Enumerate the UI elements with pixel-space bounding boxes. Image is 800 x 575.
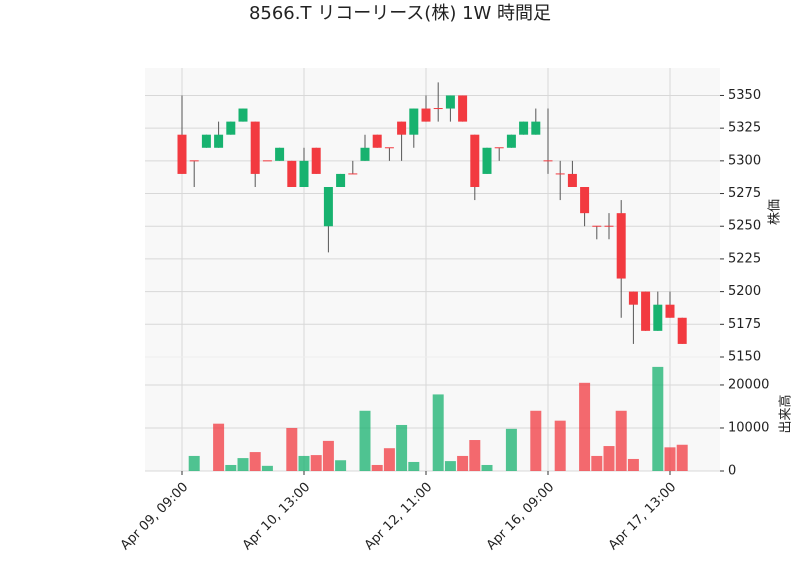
volume-bar (530, 410, 542, 471)
volume-bar (371, 464, 383, 471)
candle-body (531, 121, 541, 135)
candle-body (177, 134, 187, 174)
candle-body (275, 147, 285, 161)
volume-bar (664, 447, 676, 471)
volume-bar (335, 460, 347, 471)
volume-bar (579, 382, 591, 471)
volume-bar (396, 424, 408, 471)
candle-body (250, 121, 260, 174)
volume-bar (505, 428, 517, 471)
candle-body (238, 108, 248, 122)
volume-bar (225, 464, 237, 471)
candle-body (226, 121, 236, 135)
candle-body (214, 134, 224, 148)
candle-body (445, 95, 455, 109)
candle-body (482, 147, 492, 174)
volume-bar (676, 444, 688, 471)
y-tick-label: 5175 (728, 317, 761, 332)
volume-bar (237, 458, 249, 471)
volume-bar (310, 455, 322, 471)
candle-body (384, 147, 394, 149)
volume-bar (408, 461, 420, 471)
volume-bar (615, 410, 627, 471)
volume-bar (322, 440, 334, 471)
x-tick-label: Apr 10, 13:00 (240, 480, 313, 553)
y-tick-label: 5325 (728, 121, 761, 136)
volume-bar (554, 420, 566, 471)
candle-body (567, 173, 577, 187)
candle-body (360, 147, 370, 161)
y2-tick-label: 20000 (728, 377, 769, 392)
candle-body (628, 291, 638, 305)
y2-tick-label: 10000 (728, 420, 769, 435)
candle-body (580, 187, 590, 214)
chart-title: 8566.T リコーリース(株) 1W 時間足 (249, 3, 551, 24)
y-tick-label: 5150 (728, 350, 761, 365)
candle-body (348, 173, 358, 175)
volume-bar (481, 464, 493, 471)
volume-bar (286, 427, 298, 471)
y-tick-label: 5350 (728, 88, 761, 103)
candle-body (336, 173, 346, 187)
candle-body (201, 134, 211, 148)
y2-tick-label: 0 (728, 464, 736, 479)
candle-body (397, 121, 407, 135)
volume-bar (383, 448, 395, 471)
volume-bar (213, 423, 225, 471)
volume-bar (249, 452, 261, 471)
volume-bar (652, 366, 664, 471)
candle-body (665, 304, 675, 318)
candle-body (458, 95, 468, 122)
y-axis-label: 株価 (768, 199, 783, 225)
volume-bar (457, 455, 469, 471)
volume-bar (359, 410, 371, 471)
candle-body (421, 108, 431, 122)
candle-body (287, 160, 297, 187)
volume-bar (188, 455, 200, 471)
volume-bar (261, 465, 273, 471)
candle-body (604, 225, 614, 227)
y-tick-label: 5275 (728, 186, 761, 201)
volume-axis-label: 出来高 (778, 394, 794, 433)
y-tick-label: 5225 (728, 251, 761, 266)
candle-body (641, 291, 651, 331)
volume-bar (603, 446, 615, 471)
candle-body (311, 147, 321, 174)
volume-bar (298, 455, 310, 471)
candle-body (543, 160, 553, 162)
y-tick-label: 5200 (728, 284, 761, 299)
volume-bar (469, 440, 481, 471)
candle-body (470, 134, 480, 187)
candle-body (653, 304, 663, 331)
candle-body (189, 160, 199, 162)
x-tick-label: Apr 09, 09:00 (118, 480, 191, 553)
candle-body (506, 134, 516, 148)
y-tick-label: 5300 (728, 153, 761, 168)
candle-body (409, 108, 419, 135)
x-tick-label: Apr 16, 09:00 (484, 480, 557, 553)
candle-body (299, 160, 309, 187)
candle-body (616, 213, 626, 279)
y-tick-label: 5250 (728, 219, 761, 234)
candle-body (372, 134, 382, 148)
volume-bar (444, 461, 456, 471)
candle-body (433, 108, 443, 110)
candle-body (519, 121, 529, 135)
candle-body (494, 147, 504, 149)
candle-body (592, 225, 602, 227)
volume-bar (591, 455, 603, 471)
candle-body (262, 160, 272, 162)
candle-body (677, 317, 687, 344)
volume-bar (627, 458, 639, 471)
x-tick-label: Apr 17, 13:00 (606, 480, 679, 553)
x-tick-label: Apr 12, 11:00 (362, 480, 435, 553)
candle-body (323, 187, 333, 227)
candle-body (555, 173, 565, 175)
volume-bar (432, 394, 444, 471)
